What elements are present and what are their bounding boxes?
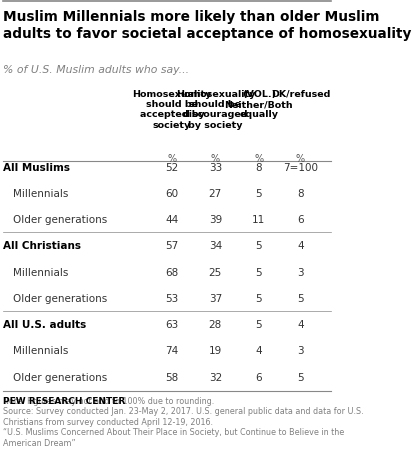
Text: 37: 37 [209, 294, 222, 304]
Text: Homosexuality
should be
discouraged
by society: Homosexuality should be discouraged by s… [176, 90, 255, 130]
Text: Millennials: Millennials [13, 346, 69, 356]
Text: Muslim Millennials more likely than older Muslim
adults to favor societal accept: Muslim Millennials more likely than olde… [3, 10, 412, 41]
Text: 34: 34 [209, 241, 222, 251]
Text: 5: 5 [255, 189, 262, 199]
Text: 25: 25 [209, 267, 222, 278]
Text: All Muslims: All Muslims [3, 163, 70, 173]
Text: 44: 44 [165, 215, 178, 225]
Text: Homosexuality
should be
accepted by
society: Homosexuality should be accepted by soci… [132, 90, 212, 130]
Text: 11: 11 [252, 215, 265, 225]
Text: 5: 5 [255, 320, 262, 330]
Text: 8: 8 [297, 189, 304, 199]
Text: %: % [254, 154, 263, 164]
Text: 6: 6 [255, 373, 262, 383]
Text: 19: 19 [209, 346, 222, 356]
Text: 60: 60 [165, 189, 178, 199]
Text: PEW RESEARCH CENTER: PEW RESEARCH CENTER [3, 397, 126, 406]
Text: 4: 4 [255, 346, 262, 356]
Text: 52: 52 [165, 163, 178, 173]
Text: (VOL.)
Neither/Both
equally: (VOL.) Neither/Both equally [224, 90, 293, 120]
Text: DK/refused: DK/refused [271, 90, 330, 99]
Text: 32: 32 [209, 373, 222, 383]
Text: Older generations: Older generations [13, 373, 108, 383]
Text: Millennials: Millennials [13, 267, 69, 278]
Text: All U.S. adults: All U.S. adults [3, 320, 87, 330]
Text: 3: 3 [297, 267, 304, 278]
Text: 5: 5 [255, 241, 262, 251]
Text: 28: 28 [209, 320, 222, 330]
Text: %: % [296, 154, 305, 164]
Text: 4: 4 [297, 320, 304, 330]
Text: 39: 39 [209, 215, 222, 225]
Text: %: % [168, 154, 176, 164]
Text: 5: 5 [255, 294, 262, 304]
Text: %: % [211, 154, 220, 164]
Text: Note: Figures may not add to 100% due to rounding.
Source: Survey conducted Jan.: Note: Figures may not add to 100% due to… [3, 397, 364, 448]
Text: 58: 58 [165, 373, 178, 383]
Text: 7=100: 7=100 [283, 163, 318, 173]
Text: 6: 6 [297, 215, 304, 225]
Text: 57: 57 [165, 241, 178, 251]
Text: 53: 53 [165, 294, 178, 304]
Text: 5: 5 [255, 267, 262, 278]
Text: 5: 5 [297, 373, 304, 383]
Text: 8: 8 [255, 163, 262, 173]
Text: 63: 63 [165, 320, 178, 330]
Text: 68: 68 [165, 267, 178, 278]
Text: All Christians: All Christians [3, 241, 81, 251]
Text: 3: 3 [297, 346, 304, 356]
Text: 4: 4 [297, 241, 304, 251]
Text: 74: 74 [165, 346, 178, 356]
Text: % of U.S. Muslim adults who say...: % of U.S. Muslim adults who say... [3, 64, 189, 74]
Text: 5: 5 [297, 294, 304, 304]
Text: Older generations: Older generations [13, 294, 108, 304]
Text: 33: 33 [209, 163, 222, 173]
Text: Millennials: Millennials [13, 189, 69, 199]
Text: Older generations: Older generations [13, 215, 108, 225]
Text: 27: 27 [209, 189, 222, 199]
